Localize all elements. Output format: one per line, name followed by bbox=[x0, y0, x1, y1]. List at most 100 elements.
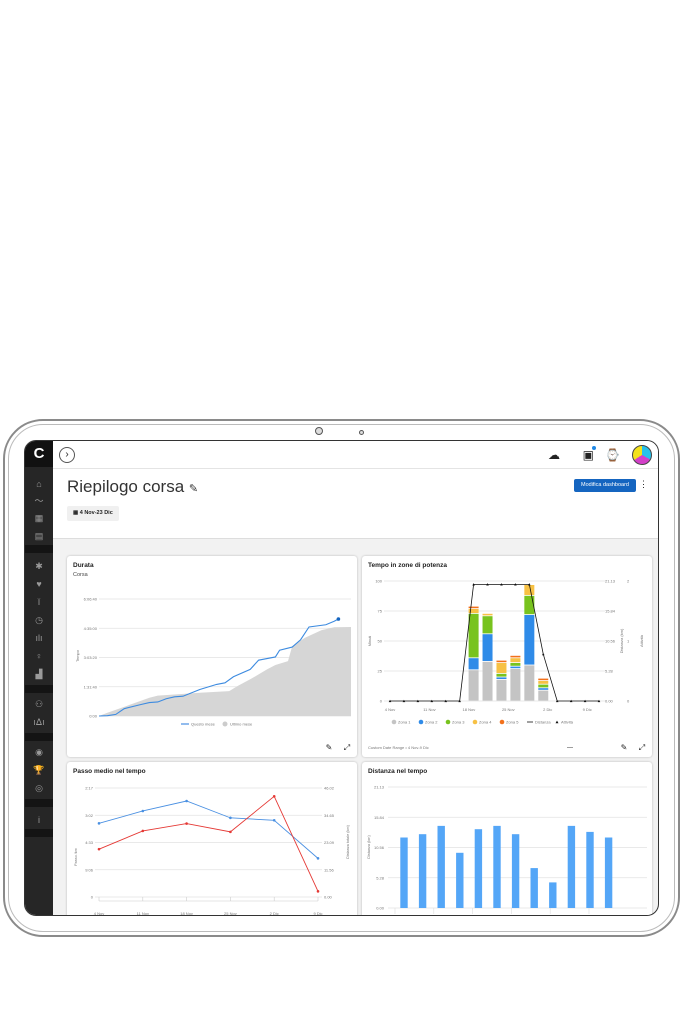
tablet-bezel bbox=[8, 424, 675, 932]
stopwatch-icon[interactable]: ◷ bbox=[35, 615, 43, 625]
y-tick-label: 21.13 bbox=[374, 785, 385, 790]
x-tick-label: 4 Nov bbox=[385, 707, 395, 712]
x-tick-label: 9 Dic bbox=[313, 911, 322, 916]
reports-icon[interactable]: ▤ bbox=[34, 531, 44, 541]
y-tick-label: 1:31:40 bbox=[84, 684, 98, 689]
distance-bar bbox=[456, 852, 464, 908]
distance-bar bbox=[418, 834, 427, 908]
y-tick-label: 100 bbox=[375, 579, 382, 584]
y-right-tick-label: 5.28 bbox=[605, 669, 614, 674]
home-icon[interactable]: ⌂ bbox=[36, 479, 42, 489]
date-range-chip[interactable]: ▦ 4 Nov-23 Dic bbox=[67, 506, 119, 521]
y-tick-label: 4:35:00 bbox=[84, 626, 98, 631]
performance-icon[interactable]: ǐ bbox=[38, 597, 40, 607]
info-icon[interactable]: i bbox=[38, 815, 40, 825]
x-tick-label: 11 Nov bbox=[423, 707, 435, 712]
distance-bar bbox=[400, 837, 408, 908]
avatar[interactable] bbox=[632, 445, 652, 465]
x-tick-label: 4 Nov bbox=[94, 911, 104, 916]
health-icon[interactable]: ♥ bbox=[36, 579, 42, 589]
bar-zona-4 bbox=[538, 681, 549, 684]
y-right-tick-label: 11.56 bbox=[324, 867, 334, 872]
bar-zona-3 bbox=[538, 684, 549, 688]
more-options-icon[interactable]: ⋮ bbox=[639, 479, 648, 489]
y-right2-axis-label: Attività bbox=[639, 634, 644, 647]
collapse-icon[interactable]: — bbox=[567, 745, 573, 751]
y-right-tick-label: 34.65 bbox=[324, 813, 335, 818]
edit-dashboard-button[interactable]: Modifica dashboard bbox=[573, 479, 636, 492]
goals-icon[interactable]: ◎ bbox=[35, 783, 43, 793]
pace-line-point bbox=[141, 809, 145, 813]
attivita-marker bbox=[569, 699, 573, 703]
y-axis-label: Minuti bbox=[367, 636, 372, 647]
distance-bar bbox=[567, 825, 576, 908]
distance-bar bbox=[549, 882, 557, 908]
x-tick-label: 25 Nov bbox=[224, 911, 237, 916]
upload-cloud-icon[interactable]: ☁ bbox=[548, 448, 560, 462]
y-tick-label: 10.56 bbox=[374, 845, 385, 850]
sidebar: C ⌂ 〜 ▦ ▤ ✱ ♥ ǐ ◷ ılı ♀ ▟ ⚇ ıᐃı ◉ 🏆 ◎ i bbox=[25, 441, 53, 915]
bar-zona-2 bbox=[496, 677, 507, 679]
expand-chart-icon[interactable]: ⤢ bbox=[343, 743, 350, 752]
attivita-marker bbox=[430, 699, 434, 703]
training-icon[interactable]: ✱ bbox=[35, 561, 43, 571]
y-tick-label: 5.28 bbox=[376, 875, 385, 880]
y-right-tick-label: 10.56 bbox=[605, 639, 616, 644]
legend-zona-1: Zona 1 bbox=[398, 720, 411, 725]
edit-chart-icon[interactable]: ✎ bbox=[326, 743, 333, 752]
y-tick-label: 15.84 bbox=[374, 815, 385, 820]
attivita-marker bbox=[416, 699, 420, 703]
edit-chart-icon[interactable]: ✎ bbox=[621, 743, 628, 752]
inbox-icon[interactable]: ▣ bbox=[582, 446, 596, 462]
bar-zona-2 bbox=[482, 634, 493, 661]
bar-zona-4 bbox=[496, 663, 507, 673]
distance-bar bbox=[586, 831, 594, 908]
stats-icon[interactable]: ▟ bbox=[35, 669, 43, 679]
attivita-marker bbox=[597, 699, 601, 703]
legend-swatch bbox=[499, 719, 505, 725]
app-logo[interactable]: C bbox=[25, 441, 53, 467]
connections-icon[interactable]: ıᐃı bbox=[33, 717, 45, 727]
sidebar-divider bbox=[25, 685, 53, 693]
bar-zona-5 bbox=[538, 678, 549, 681]
bar-zona-2 bbox=[510, 666, 521, 669]
legend-questo-mese: Questo mese bbox=[191, 722, 216, 727]
total-distance-line-point bbox=[272, 795, 276, 798]
insights-icon[interactable]: ♀ bbox=[35, 651, 43, 661]
y-right2-tick-label: 1 bbox=[627, 639, 630, 644]
expand-sidebar-button[interactable]: › bbox=[59, 447, 75, 463]
x-tick-label: 9 Dic bbox=[583, 707, 592, 712]
watch-icon[interactable]: ⌚ bbox=[605, 448, 620, 462]
edit-title-icon[interactable]: ✎ bbox=[188, 483, 199, 495]
y-right2-tick-label: 2 bbox=[627, 579, 630, 584]
y-right-axis-label: Distanza (km) bbox=[619, 628, 624, 653]
expand-chart-icon[interactable]: ⤢ bbox=[638, 743, 645, 752]
y-right2-tick-label: 0 bbox=[627, 699, 630, 704]
distance-bar bbox=[474, 829, 483, 908]
total-distance-line-point bbox=[316, 890, 320, 893]
card-pace: 0 0.00 9:06 11.56 4:33 23.09 3:02 34.65 2:17 46.0… bbox=[67, 762, 357, 916]
challenges-icon[interactable]: ◉ bbox=[35, 747, 43, 757]
card-title: Distanza nel tempo bbox=[368, 768, 428, 775]
groups-icon[interactable]: ⚇ bbox=[34, 699, 44, 709]
calendar-icon[interactable]: ▦ bbox=[34, 513, 44, 523]
bar-zona-5 bbox=[510, 655, 521, 658]
x-tick-label: 2 Dic bbox=[543, 707, 552, 712]
attivita-marker bbox=[444, 699, 448, 703]
date-range-footer: Custom Date Range • 4 Nov-9 Dic bbox=[368, 745, 429, 750]
bar-zona-2 bbox=[468, 658, 479, 670]
activity-icon[interactable]: 〜 bbox=[34, 496, 44, 506]
badges-icon[interactable]: 🏆 bbox=[33, 765, 45, 775]
y-right-tick-label: 0.00 bbox=[605, 699, 614, 704]
pace-line bbox=[98, 800, 319, 859]
records-icon[interactable]: ılı bbox=[35, 633, 43, 643]
attivita-marker bbox=[514, 583, 517, 586]
y-right-tick-label: 23.09 bbox=[324, 840, 335, 845]
bar-zona-3 bbox=[510, 663, 521, 666]
total-distance-line-point bbox=[229, 830, 232, 834]
pace-line-point bbox=[97, 822, 101, 825]
card-title: Passo medio nel tempo bbox=[73, 768, 146, 775]
distance-bar bbox=[437, 825, 445, 908]
legend-ultimo-mese: Ultimo mese bbox=[230, 722, 253, 727]
y-tick-label: 9:06 bbox=[85, 867, 94, 872]
